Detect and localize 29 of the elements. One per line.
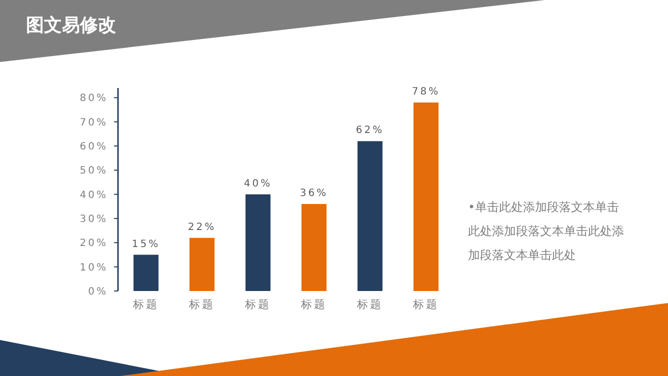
y-tick-label: 60% [80, 142, 108, 152]
data-label: 36% [300, 188, 328, 199]
bar [414, 102, 438, 291]
y-tick-label: 0% [88, 286, 108, 298]
data-label: 40% [244, 178, 272, 190]
bar [302, 204, 326, 291]
bar [134, 254, 158, 291]
y-tick-label: 30% [80, 214, 108, 225]
data-label: 22% [188, 222, 216, 233]
bar [190, 238, 214, 291]
data-label: 62% [356, 125, 384, 136]
x-tick-label: 标题 [244, 298, 271, 311]
y-tick-label: 40% [80, 190, 108, 201]
x-tick-label: 标题 [356, 298, 383, 311]
y-tick-label: 80% [80, 93, 108, 104]
x-tick-label: 标题 [132, 298, 159, 311]
y-tick-label: 20% [80, 238, 108, 250]
text: •单击此处添加段落文本单击此处添加段落文本单击此处添加段落文本单击此处 [468, 200, 624, 262]
y-tick-label: 70% [80, 117, 108, 128]
x-tick-label: 标题 [300, 298, 327, 311]
y-tick-label: 10% [80, 262, 108, 274]
x-tick-label: 标题 [412, 298, 439, 311]
bar [246, 194, 270, 291]
data-label: 78% [412, 86, 440, 98]
y-tick-label: 50% [80, 166, 108, 177]
x-tick-label: 标题 [188, 298, 215, 311]
data-label: 15% [132, 238, 160, 250]
bar [358, 141, 382, 291]
chart-title: 图文易修改 [26, 15, 116, 36]
